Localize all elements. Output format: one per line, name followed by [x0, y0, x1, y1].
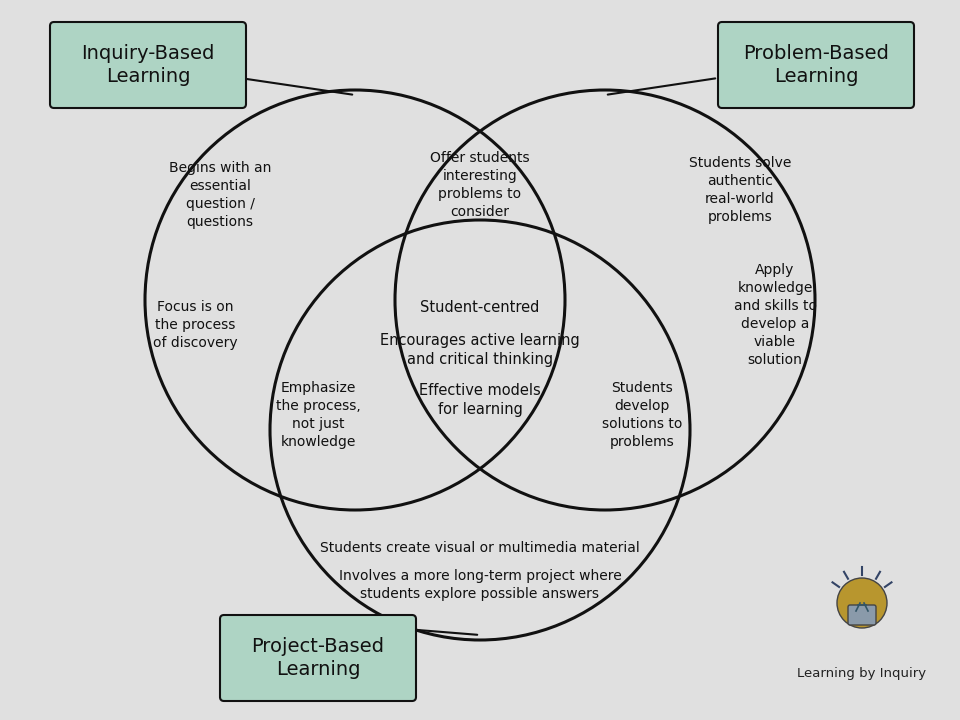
Text: Begins with an
essential
question /
questions: Begins with an essential question / ques… — [169, 161, 271, 229]
FancyBboxPatch shape — [848, 605, 876, 625]
Text: Students solve
authentic
real-world
problems: Students solve authentic real-world prob… — [689, 156, 791, 224]
Text: Apply
knowledge
and skills to
develop a
viable
solution: Apply knowledge and skills to develop a … — [733, 264, 817, 366]
FancyBboxPatch shape — [50, 22, 246, 108]
Circle shape — [837, 578, 887, 628]
FancyBboxPatch shape — [718, 22, 914, 108]
Text: Students create visual or multimedia material: Students create visual or multimedia mat… — [320, 541, 640, 555]
Text: Student-centred: Student-centred — [420, 300, 540, 315]
Text: Learning by Inquiry: Learning by Inquiry — [798, 667, 926, 680]
Text: Focus is on
the process
of discovery: Focus is on the process of discovery — [153, 300, 237, 350]
Text: Involves a more long-term project where
students explore possible answers: Involves a more long-term project where … — [339, 569, 621, 601]
Text: Effective models
for learning: Effective models for learning — [420, 383, 540, 417]
Text: Project-Based
Learning: Project-Based Learning — [252, 636, 385, 679]
Text: Students
develop
solutions to
problems: Students develop solutions to problems — [602, 381, 683, 449]
Text: Offer students
interesting
problems to
consider: Offer students interesting problems to c… — [430, 151, 530, 219]
Text: Encourages active learning
and critical thinking: Encourages active learning and critical … — [380, 333, 580, 367]
FancyBboxPatch shape — [220, 615, 416, 701]
Text: Inquiry-Based
Learning: Inquiry-Based Learning — [82, 44, 215, 86]
Text: Emphasize
the process,
not just
knowledge: Emphasize the process, not just knowledg… — [276, 381, 360, 449]
Text: Problem-Based
Learning: Problem-Based Learning — [743, 44, 889, 86]
